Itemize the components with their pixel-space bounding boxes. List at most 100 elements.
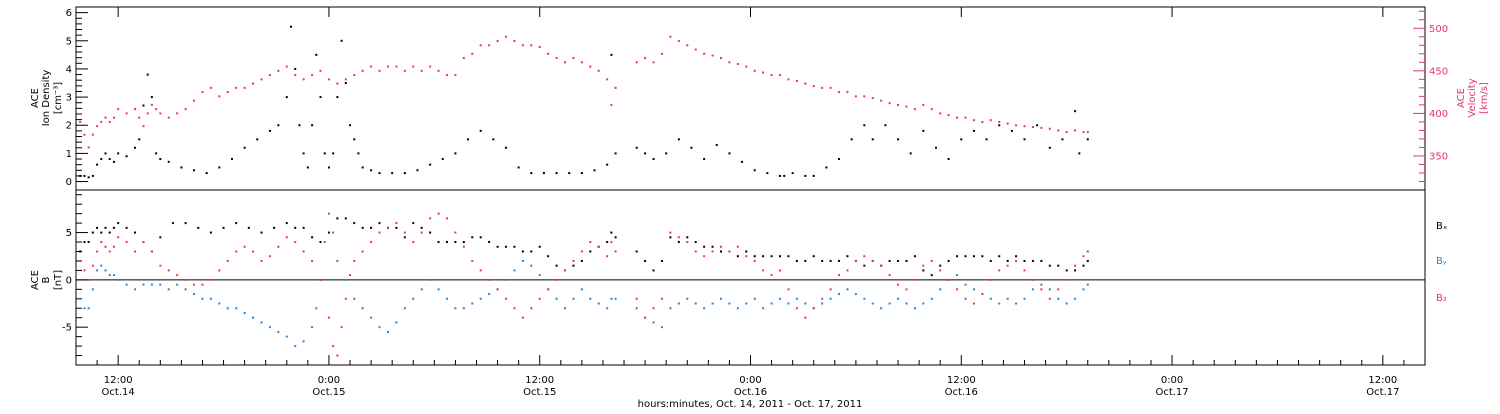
bx-point bbox=[580, 259, 583, 262]
bx-point bbox=[454, 241, 457, 244]
bz-point bbox=[863, 255, 866, 258]
top-series-0-point bbox=[167, 160, 170, 163]
top-series-0-point bbox=[479, 129, 482, 132]
by-point bbox=[762, 307, 765, 310]
legend: Bₓ Bᵧ B₂ bbox=[1436, 221, 1447, 304]
by-point bbox=[787, 302, 790, 305]
by-point bbox=[294, 345, 297, 348]
by-point bbox=[564, 307, 567, 310]
by-point bbox=[956, 274, 959, 277]
top-series-0-point bbox=[934, 146, 937, 149]
top-series-0-point bbox=[1023, 138, 1026, 141]
by-point bbox=[332, 231, 335, 234]
bx-point bbox=[437, 241, 440, 244]
by-point bbox=[1023, 297, 1026, 300]
bx-point bbox=[644, 259, 647, 262]
bx-point bbox=[947, 259, 950, 262]
bz-point bbox=[606, 255, 609, 258]
top-series-1-point bbox=[471, 52, 474, 55]
bz-point bbox=[112, 245, 115, 248]
top-series-1-point bbox=[277, 69, 280, 72]
bz-point bbox=[597, 245, 600, 248]
x-tick-date-label: Oct.14 bbox=[102, 387, 135, 398]
top-left-tick-label: 0 bbox=[66, 177, 72, 188]
x-tick-time-label: 0:00 bbox=[1161, 375, 1183, 386]
bx-point bbox=[652, 269, 655, 272]
by-point bbox=[660, 326, 663, 329]
by-point bbox=[462, 307, 465, 310]
top-series-0-point bbox=[467, 138, 470, 141]
by-point bbox=[939, 288, 942, 291]
bz-point bbox=[125, 241, 128, 244]
bx-point bbox=[1040, 259, 1043, 262]
bz-point bbox=[488, 278, 491, 281]
top-series-1-point bbox=[260, 78, 263, 81]
top-series-0-point bbox=[593, 169, 596, 172]
by-point bbox=[589, 297, 592, 300]
bx-point bbox=[1082, 264, 1085, 267]
bx-point bbox=[677, 241, 680, 244]
top-right-ylabel-line-1: ACE bbox=[1456, 88, 1467, 108]
by-point bbox=[703, 307, 706, 310]
top-series-1-point bbox=[753, 69, 756, 72]
top-series-1-point bbox=[1006, 122, 1009, 125]
top-series-0-point bbox=[825, 166, 828, 169]
top-series-1-point bbox=[159, 112, 162, 115]
bz-point bbox=[159, 264, 162, 267]
x-axis-label: hours:minutes, Oct. 14, 2011 - Oct. 17, … bbox=[638, 399, 863, 410]
bx-point bbox=[711, 245, 714, 248]
bx-point bbox=[171, 222, 174, 225]
top-series-0-point bbox=[96, 163, 99, 166]
bx-point bbox=[327, 231, 330, 234]
by-point bbox=[694, 302, 697, 305]
bz-point bbox=[736, 245, 739, 248]
top-series-1-point bbox=[252, 82, 255, 85]
by-point bbox=[268, 326, 271, 329]
top-series-0-point bbox=[370, 169, 373, 172]
bz-point bbox=[100, 241, 103, 244]
bx-point bbox=[1006, 259, 1009, 262]
top-series-1-point bbox=[787, 78, 790, 81]
bx-point bbox=[260, 231, 263, 234]
top-series-0-point bbox=[349, 124, 352, 127]
bx-point bbox=[285, 222, 288, 225]
by-point bbox=[821, 302, 824, 305]
top-series-1-point bbox=[117, 108, 120, 111]
by-point bbox=[1031, 288, 1034, 291]
by-point bbox=[838, 293, 841, 296]
by-point bbox=[479, 297, 482, 300]
top-series-1-point bbox=[176, 112, 179, 115]
bz-point bbox=[745, 255, 748, 258]
top-series-1-point bbox=[1048, 127, 1051, 130]
bx-point bbox=[863, 264, 866, 267]
bz-point bbox=[838, 274, 841, 277]
top-series-0-point bbox=[555, 172, 558, 175]
top-series-1-point bbox=[652, 61, 655, 64]
top-series-0-point bbox=[285, 96, 288, 99]
top-series-1-point bbox=[319, 69, 322, 72]
x-tick-time-label: 12:00 bbox=[947, 375, 976, 386]
by-point bbox=[125, 283, 128, 286]
bz-point bbox=[252, 250, 255, 253]
bz-point bbox=[209, 278, 212, 281]
top-series-1-point bbox=[496, 40, 499, 43]
bx-point bbox=[361, 226, 364, 229]
top-series-0-point bbox=[850, 138, 853, 141]
top-right-axis: 350 400 450 500 bbox=[1413, 10, 1448, 182]
top-series-0-point bbox=[91, 174, 94, 177]
top-left-axis: 0 1 2 3 4 5 6 bbox=[66, 8, 88, 188]
top-series-0-point bbox=[323, 152, 326, 155]
legend-bz: B₂ bbox=[1436, 293, 1447, 304]
top-series-1-point bbox=[956, 116, 959, 119]
top-series-0-point bbox=[1078, 152, 1081, 155]
by-point bbox=[863, 297, 866, 300]
top-series-0-point bbox=[298, 124, 301, 127]
x-tick-date-label: Oct.16 bbox=[945, 387, 978, 398]
bx-point bbox=[83, 241, 86, 244]
top-left-tick-label: 6 bbox=[66, 8, 72, 19]
top-series-1-point bbox=[403, 69, 406, 72]
top-series-0-point bbox=[441, 158, 444, 161]
top-series-0-point bbox=[142, 104, 145, 107]
by-point bbox=[745, 302, 748, 305]
by-point bbox=[87, 307, 90, 310]
